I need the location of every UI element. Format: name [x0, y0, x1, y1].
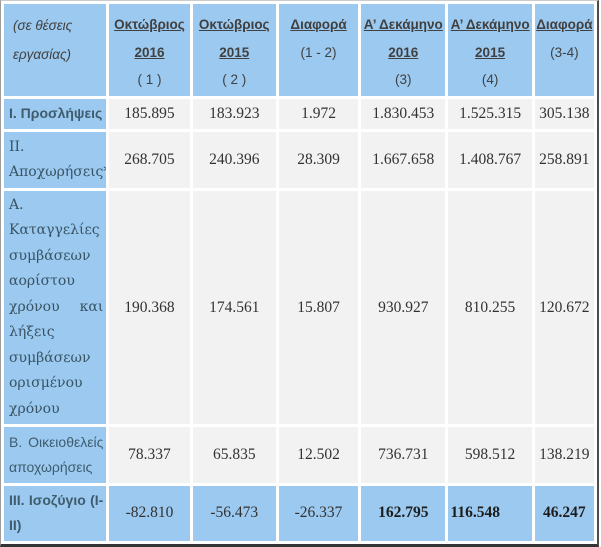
- header-row: (σε θέσεις εργασίας) Οκτώβριος 2016 ( 1 …: [4, 4, 594, 97]
- col-header-title: Α’ Δεκάμηνο: [450, 17, 530, 32]
- value-cell: 116.548: [448, 486, 532, 541]
- row-dismissals-contract-endings: Α. Καταγγελίες συμβάσεων αορίστου χρόνου…: [4, 191, 594, 425]
- value-cell: -26.337: [278, 486, 359, 541]
- value-cell: 78.337: [109, 427, 190, 484]
- col-header-title: Οκτώβριος: [114, 17, 185, 32]
- col-header-sub: ( 2 ): [222, 72, 247, 88]
- value-cell: 12.502: [278, 427, 359, 484]
- row-label: Α. Καταγγελίες συμβάσεων αορίστου χρόνου…: [4, 191, 107, 425]
- value-cell: 120.672: [534, 191, 594, 425]
- col-header-year: 2016: [134, 44, 165, 60]
- value-cell: 258.891: [534, 132, 594, 189]
- col-header-sub: (1 - 2): [300, 44, 337, 60]
- col-header-year: 2015: [475, 44, 506, 60]
- unit-note: (σε θέσεις εργασίας): [13, 18, 73, 63]
- value-cell: 305.138: [534, 99, 594, 130]
- row-hirings: Ι. Προσλήψεις 185.895 183.923 1.972 1.83…: [4, 99, 594, 130]
- value-cell: 15.807: [278, 191, 359, 425]
- value-cell: 1.972: [278, 99, 359, 130]
- value-cell: 810.255: [448, 191, 532, 425]
- col-header-title: Διαφορά: [290, 17, 347, 32]
- col-header-year: 2016: [388, 44, 419, 60]
- row-label: Ι. Προσλήψεις: [4, 99, 107, 130]
- row-label: ΙΙΙ. Ισοζύγιο (Ι-ΙΙ): [4, 486, 107, 541]
- col-header-sub: (4): [481, 72, 499, 88]
- row-balance: ΙΙΙ. Ισοζύγιο (Ι-ΙΙ) -82.810 -56.473 -26…: [4, 486, 594, 541]
- value-cell: 138.219: [534, 427, 594, 484]
- row-label: ΙΙ. Αποχωρήσεις*: [4, 132, 107, 189]
- col-header-october-2015: Οκτώβριος 2015 ( 2 ): [192, 4, 276, 97]
- value-cell: 268.705: [109, 132, 190, 189]
- value-cell: -82.810: [109, 486, 190, 541]
- value-cell: 46.247: [534, 486, 594, 541]
- value-cell: 1.408.767: [448, 132, 532, 189]
- row-label: Β. Οικειοθελείς αποχωρήσεις: [4, 427, 107, 484]
- value-cell: -56.473: [192, 486, 276, 541]
- col-header-sub: (3): [395, 72, 412, 88]
- value-cell: 930.927: [361, 191, 446, 425]
- col-header-october-2016: Οκτώβριος 2016 ( 1 ): [109, 4, 190, 97]
- col-header-diff-3-4: Διαφορά (3-4): [534, 4, 594, 97]
- col-header-title: Διαφορά: [536, 17, 593, 32]
- value-cell: 185.895: [109, 99, 190, 130]
- value-cell: 1.525.315: [448, 99, 532, 130]
- value-cell: 174.561: [192, 191, 276, 425]
- value-cell: 162.795: [361, 486, 446, 541]
- col-header-title: Οκτώβριος: [198, 17, 270, 32]
- value-cell: 190.368: [109, 191, 190, 425]
- col-header-title: Α’ Δεκάμηνο: [363, 17, 443, 32]
- unit-note-cell: (σε θέσεις εργασίας): [4, 4, 107, 97]
- value-cell: 240.396: [192, 132, 276, 189]
- row-departures: ΙΙ. Αποχωρήσεις* 268.705 240.396 28.309 …: [4, 132, 594, 189]
- value-cell: 1.830.453: [361, 99, 446, 130]
- col-header-diff-1-2: Διαφορά (1 - 2): [278, 4, 359, 97]
- col-header-year: 2015: [219, 44, 250, 60]
- value-cell: 65.835: [192, 427, 276, 484]
- row-voluntary-departures: Β. Οικειοθελείς αποχωρήσεις 78.337 65.83…: [4, 427, 594, 484]
- value-cell: 598.512: [448, 427, 532, 484]
- value-cell: 736.731: [361, 427, 446, 484]
- value-cell: 1.667.658: [361, 132, 446, 189]
- value-cell: 183.923: [192, 99, 276, 130]
- col-header-sub: ( 1 ): [137, 72, 162, 88]
- col-header-tenmonth-2015: Α’ Δεκάμηνο 2015 (4): [448, 4, 532, 97]
- col-header-sub: (3-4): [550, 44, 579, 60]
- col-header-tenmonth-2016: Α’ Δεκάμηνο 2016 (3): [361, 4, 446, 97]
- value-cell: 28.309: [278, 132, 359, 189]
